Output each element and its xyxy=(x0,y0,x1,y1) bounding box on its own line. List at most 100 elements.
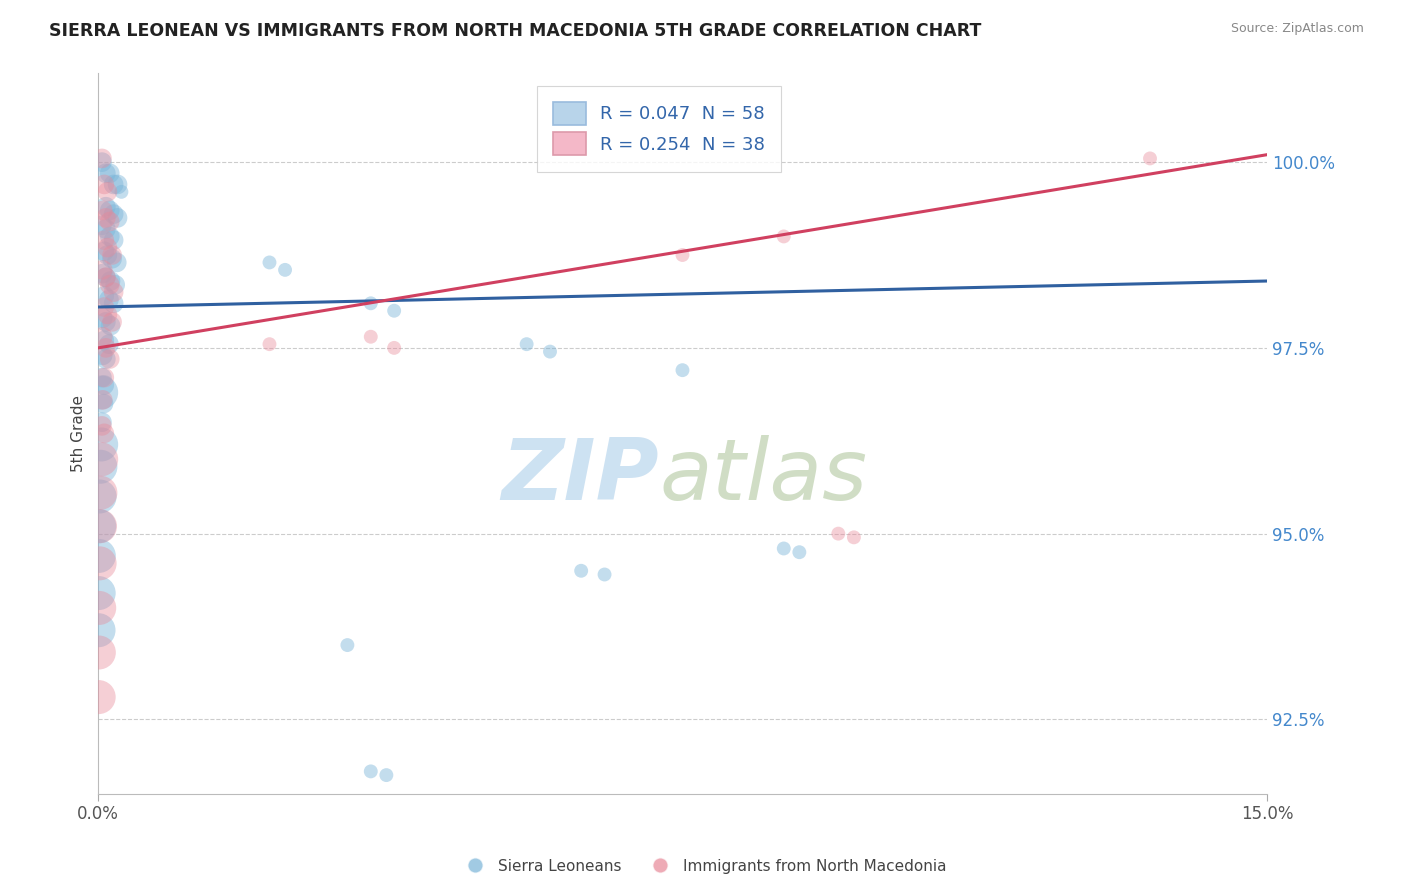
Point xyxy=(93,378,115,392)
Point xyxy=(94,211,117,225)
Point xyxy=(105,255,128,269)
Point xyxy=(274,263,297,277)
Point xyxy=(100,274,122,288)
Point xyxy=(360,330,382,344)
Point xyxy=(91,392,114,407)
Point xyxy=(110,185,132,199)
Point xyxy=(87,646,110,660)
Point xyxy=(96,185,118,199)
Point xyxy=(90,437,112,451)
Point xyxy=(360,764,382,779)
Point xyxy=(90,452,112,467)
Point xyxy=(382,341,405,355)
Point xyxy=(375,768,398,782)
Point xyxy=(103,296,125,310)
Point xyxy=(89,485,111,500)
Point xyxy=(94,315,117,329)
Point xyxy=(97,337,120,351)
Point xyxy=(101,252,124,266)
Point xyxy=(98,351,121,366)
Point xyxy=(91,415,114,429)
Point xyxy=(103,178,125,192)
Point xyxy=(91,348,114,362)
Point xyxy=(93,370,115,384)
Legend: Sierra Leoneans, Immigrants from North Macedonia: Sierra Leoneans, Immigrants from North M… xyxy=(454,853,952,880)
Point xyxy=(87,690,110,704)
Point xyxy=(101,248,124,262)
Point xyxy=(103,207,125,221)
Point xyxy=(87,586,110,600)
Point xyxy=(91,330,114,344)
Point xyxy=(94,200,117,214)
Point xyxy=(671,248,693,262)
Point xyxy=(96,248,118,262)
Point xyxy=(93,334,115,348)
Point xyxy=(259,255,281,269)
Point xyxy=(94,270,117,285)
Point xyxy=(538,344,561,359)
Point xyxy=(89,459,111,474)
Point xyxy=(842,530,865,544)
Point xyxy=(91,155,114,169)
Point xyxy=(93,426,115,441)
Point xyxy=(98,203,121,218)
Point xyxy=(89,557,111,571)
Point xyxy=(94,351,117,366)
Point xyxy=(98,229,121,244)
Point xyxy=(91,203,114,218)
Point xyxy=(94,222,117,236)
Point xyxy=(569,564,592,578)
Text: ZIP: ZIP xyxy=(502,435,659,518)
Point xyxy=(360,296,382,310)
Point xyxy=(91,219,114,233)
Point xyxy=(89,519,111,533)
Point xyxy=(98,214,121,228)
Text: Source: ZipAtlas.com: Source: ZipAtlas.com xyxy=(1230,22,1364,36)
Point xyxy=(91,311,114,326)
Point xyxy=(382,303,405,318)
Point xyxy=(90,385,112,400)
Point xyxy=(772,229,794,244)
Point xyxy=(259,337,281,351)
Point xyxy=(94,341,117,355)
Point xyxy=(93,300,115,314)
Point xyxy=(94,166,117,180)
Point xyxy=(93,233,115,247)
Point xyxy=(89,490,111,504)
Point xyxy=(96,241,118,255)
Point xyxy=(93,244,115,259)
Point xyxy=(91,418,114,433)
Point xyxy=(671,363,693,377)
Point xyxy=(91,267,114,281)
Point xyxy=(91,152,114,166)
Point xyxy=(89,601,111,615)
Point xyxy=(87,549,110,563)
Point xyxy=(103,233,125,247)
Point xyxy=(93,289,115,303)
Point xyxy=(336,638,359,652)
Point xyxy=(97,293,120,307)
Text: atlas: atlas xyxy=(659,435,868,518)
Point xyxy=(103,285,125,300)
Point xyxy=(101,315,124,329)
Point xyxy=(107,178,129,192)
Legend: R = 0.047  N = 58, R = 0.254  N = 38: R = 0.047 N = 58, R = 0.254 N = 38 xyxy=(537,86,782,172)
Point xyxy=(91,370,114,384)
Text: SIERRA LEONEAN VS IMMIGRANTS FROM NORTH MACEDONIA 5TH GRADE CORRELATION CHART: SIERRA LEONEAN VS IMMIGRANTS FROM NORTH … xyxy=(49,22,981,40)
Point xyxy=(772,541,794,556)
Y-axis label: 5th Grade: 5th Grade xyxy=(72,395,86,472)
Point xyxy=(789,545,811,559)
Point xyxy=(91,263,114,277)
Point xyxy=(98,166,121,180)
Point xyxy=(107,211,129,225)
Point xyxy=(593,567,616,582)
Point xyxy=(827,526,849,541)
Point xyxy=(516,337,538,351)
Point xyxy=(89,519,111,533)
Point xyxy=(104,277,127,292)
Point xyxy=(93,396,115,410)
Point xyxy=(87,624,110,638)
Point xyxy=(93,178,115,192)
Point xyxy=(100,318,122,333)
Point xyxy=(1139,152,1161,166)
